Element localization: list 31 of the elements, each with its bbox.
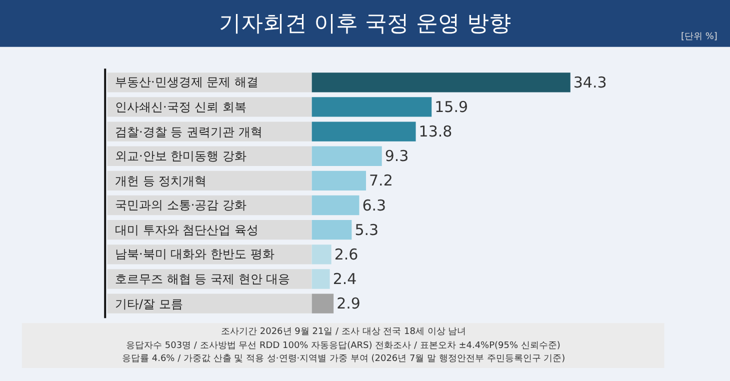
data-label: 2.6 <box>334 245 358 264</box>
bar <box>312 269 330 289</box>
chart-title: 기자회견 이후 국정 운영 방향 <box>219 12 511 37</box>
bar <box>312 244 332 264</box>
bar <box>312 220 352 240</box>
y-tick-label: 부동산·민생경제 문제 해결 <box>115 75 258 89</box>
bar <box>312 294 334 314</box>
y-tick-label: 검찰·경찰 등 권력기관 개혁 <box>115 125 262 139</box>
text: 응답률 4.6% / 가중값 산출 및 적용 성·연령·지역별 가중 부여 (2026년 7월 말 행정안전부 주민등록인구 기준) <box>122 354 566 364</box>
y-tick-label: 개헌 등 정치개혁 <box>115 174 207 188</box>
y-tick-label: 호르무즈 해협 등 국제 현안 대응 <box>115 272 290 286</box>
y-tick-label: 기타/잘 모름 <box>115 297 183 311</box>
data-label: 34.3 <box>573 73 607 92</box>
data-label: 9.3 <box>384 147 409 166</box>
y-tick-label: 인사쇄신·국정 신뢰 회복 <box>115 100 246 114</box>
data-label: 13.8 <box>418 122 452 141</box>
data-label: 7.2 <box>369 172 393 190</box>
text: 응답자수 503명 / 조사방법 무선 RDD 100% 자동응답(ARS) 전화조사 / 표본오차 ±4.4%P(95% 신뢰수준) <box>126 341 560 351</box>
bar <box>312 170 366 191</box>
bar <box>312 195 360 216</box>
data-label: 2.4 <box>332 270 357 288</box>
y-tick-label: 외교·안보 한미동행 강화 <box>115 149 246 163</box>
data-label: 2.9 <box>336 294 360 313</box>
y-tick-label: 대미 투자와 첨단산업 육성 <box>115 223 258 237</box>
text: 조사기간 2026년 9월 21일 / 조사 대상 전국 18세 이상 남녀 <box>221 327 466 337</box>
data-label: 6.3 <box>362 196 386 214</box>
text: [단위 %] <box>681 32 718 42</box>
y-tick-label: 남북·북미 대화와 한반도 평화 <box>115 247 274 261</box>
data-label: 15.9 <box>434 98 468 116</box>
data-label: 5.3 <box>354 220 379 239</box>
y-tick-label: 국민과의 소통·공감 강화 <box>115 198 246 212</box>
